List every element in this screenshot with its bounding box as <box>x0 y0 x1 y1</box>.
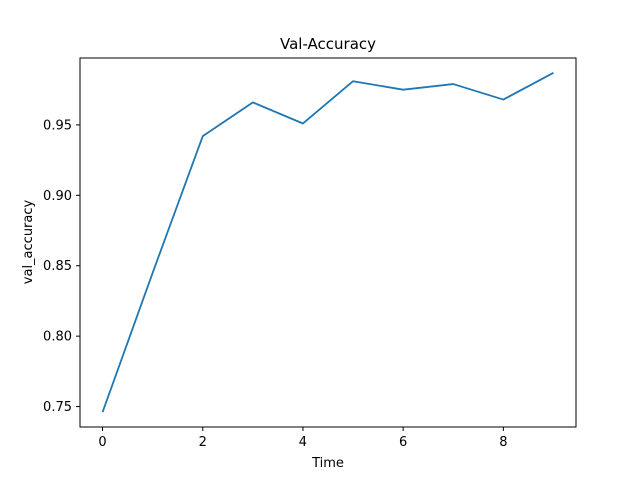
x-tick-label: 2 <box>199 435 207 450</box>
x-axis-label: Time <box>311 456 344 471</box>
x-tick-label: 0 <box>98 435 106 450</box>
plot-frame <box>79 57 577 428</box>
y-axis-ticks: 0.75 0.80 0.85 0.90 0.95 <box>43 118 80 415</box>
x-tick-label: 8 <box>499 435 507 450</box>
x-axis-ticks: 0 2 4 6 8 <box>98 427 507 450</box>
y-tick-label: 0.85 <box>43 259 72 274</box>
y-tick-label: 0.80 <box>43 330 72 345</box>
x-tick-label: 4 <box>299 435 307 450</box>
y-tick-label: 0.75 <box>43 400 72 415</box>
y-tick-label: 0.90 <box>43 189 72 204</box>
series-layer <box>101 71 554 413</box>
x-tick-label: 6 <box>399 435 407 450</box>
chart-title: Val-Accuracy <box>280 35 376 53</box>
series-line-0 <box>101 71 554 413</box>
y-axis-label: val_accuracy <box>21 199 36 284</box>
y-tick-label: 0.95 <box>43 118 72 133</box>
